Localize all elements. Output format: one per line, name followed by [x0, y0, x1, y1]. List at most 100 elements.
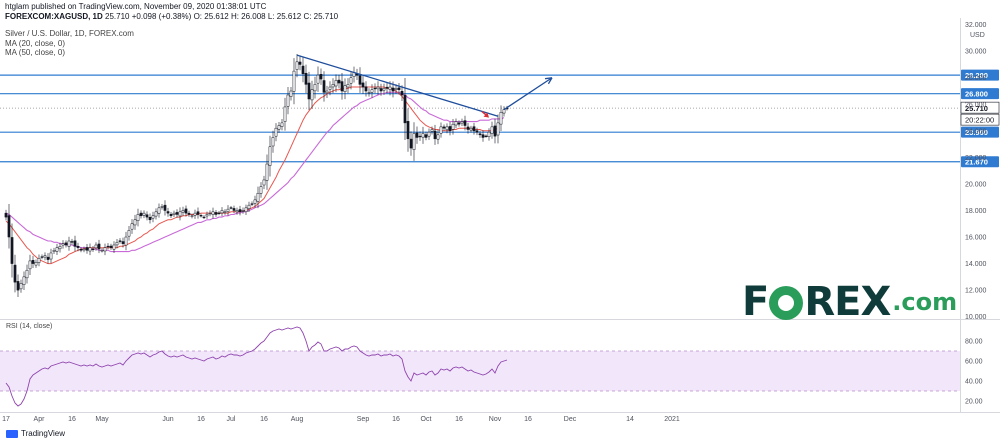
candle-body — [88, 247, 92, 252]
candle-body — [31, 260, 35, 264]
downtrend-line — [296, 54, 499, 117]
forex-logo-dotcom: .com — [892, 288, 958, 316]
projection-arrow-line — [503, 77, 553, 111]
candle-body — [478, 133, 482, 136]
candle-body — [127, 230, 131, 237]
candle-body — [262, 179, 266, 186]
candle-body — [358, 75, 362, 85]
candle-body — [85, 247, 89, 251]
candle-body — [136, 214, 140, 221]
candle-body — [58, 246, 62, 250]
rsi-panel: 20.00 40.00 60.00 80.00 — [0, 326, 983, 407]
candle-body — [313, 84, 317, 92]
candle-body — [229, 207, 233, 209]
rsi-legend[interactable]: RSI (14, close) — [6, 323, 53, 330]
candle-body — [205, 214, 209, 217]
time-tick-label: 14 — [626, 416, 634, 423]
candle-body — [496, 122, 500, 136]
candle-body — [73, 240, 77, 247]
candle-body — [100, 250, 104, 252]
candle-body — [178, 211, 182, 217]
candle-body — [499, 112, 503, 125]
candle-body — [226, 208, 230, 212]
candle-body — [124, 236, 128, 246]
candle-body — [289, 90, 293, 97]
candle-body — [439, 126, 443, 134]
price-pane-bg — [0, 22, 960, 318]
support-resistance-levels: 28.200 26.800 23.900 21.670 25.710 20:22:00 — [0, 69, 1000, 168]
candle-body — [121, 241, 125, 244]
forex-o-icon — [769, 286, 804, 320]
candle-body — [112, 244, 116, 250]
time-tick-label: 2021 — [664, 416, 680, 423]
candle-body — [370, 89, 374, 93]
candle-body — [412, 133, 416, 150]
candle-body — [484, 135, 488, 137]
candle-body — [223, 211, 227, 213]
candle-body — [328, 86, 332, 90]
countdown-tag-label: 20:22:00 — [965, 116, 994, 125]
candle-body — [115, 242, 119, 246]
candle-body — [106, 245, 110, 248]
forex-logo-f: F — [742, 279, 769, 325]
candle-body — [163, 204, 167, 211]
time-tick-label: 16 — [260, 416, 268, 423]
time-tick-label: Jul — [227, 416, 236, 423]
candle-body — [286, 94, 290, 107]
candle-body — [394, 88, 398, 90]
candle-body — [16, 281, 20, 291]
level-tag — [961, 126, 999, 138]
candle-body — [400, 90, 404, 96]
candle-body — [376, 86, 380, 90]
candle-body — [337, 79, 341, 84]
candle-body — [325, 90, 329, 94]
candle-body — [463, 120, 467, 126]
candle-body — [361, 82, 365, 88]
candle-body — [133, 219, 137, 226]
tradingview-logo[interactable]: TradingView — [6, 429, 65, 438]
candle-body — [490, 126, 494, 134]
candle-body — [157, 207, 161, 214]
chart-title[interactable]: Silver / U.S. Dollar, 1D, FOREX.com — [5, 29, 134, 38]
candle-body — [385, 86, 389, 89]
candle-body — [148, 217, 152, 221]
candle-body — [349, 77, 353, 84]
candle-body — [469, 127, 473, 131]
candle-body — [82, 248, 86, 251]
candle-body — [49, 252, 53, 260]
candle-body — [79, 248, 83, 251]
candle-body — [331, 84, 335, 88]
candle-body — [448, 126, 452, 132]
price-axis[interactable]: 10.000 12.000 14.000 16.000 18.000 20.000 22.0… — [965, 22, 987, 321]
ma50-legend[interactable]: MA (50, close, 0) — [5, 48, 66, 57]
price-tick-label: 18.000 — [965, 208, 987, 215]
tradingview-brand: TradingView — [21, 429, 66, 438]
time-axis[interactable]: 17 Apr 16 May Jun 16 Jul 16 Aug Sep 16 Oct 16 Nov 16 De… — [2, 416, 680, 423]
candle-body — [61, 243, 65, 246]
candle-body — [193, 212, 197, 216]
candle-body — [340, 81, 344, 92]
candle-body — [244, 207, 248, 212]
candle-body — [307, 82, 311, 100]
time-tick-label: 17 — [2, 416, 10, 423]
candle-body — [382, 88, 386, 91]
candle-body — [415, 132, 419, 138]
level-tag-label: 28.200 — [965, 71, 988, 80]
price-tick-label: 26.000 — [965, 102, 987, 109]
rsi-tick-label: 20.00 — [965, 399, 983, 406]
candle-body — [25, 269, 29, 279]
candle-body — [247, 204, 251, 209]
candle-body — [118, 240, 122, 242]
level-tag — [961, 88, 999, 100]
candle-body — [70, 241, 74, 243]
candle-body — [160, 206, 164, 208]
price-tick-label: 12.000 — [965, 288, 987, 295]
price-tick-label: 30.000 — [965, 49, 987, 56]
ma20-legend[interactable]: MA (20, close, 0) — [5, 39, 66, 48]
candle-body — [46, 256, 50, 260]
candle-body — [94, 244, 98, 249]
candle-body — [310, 89, 314, 101]
candle-body — [55, 247, 59, 252]
candle-body — [274, 127, 278, 137]
